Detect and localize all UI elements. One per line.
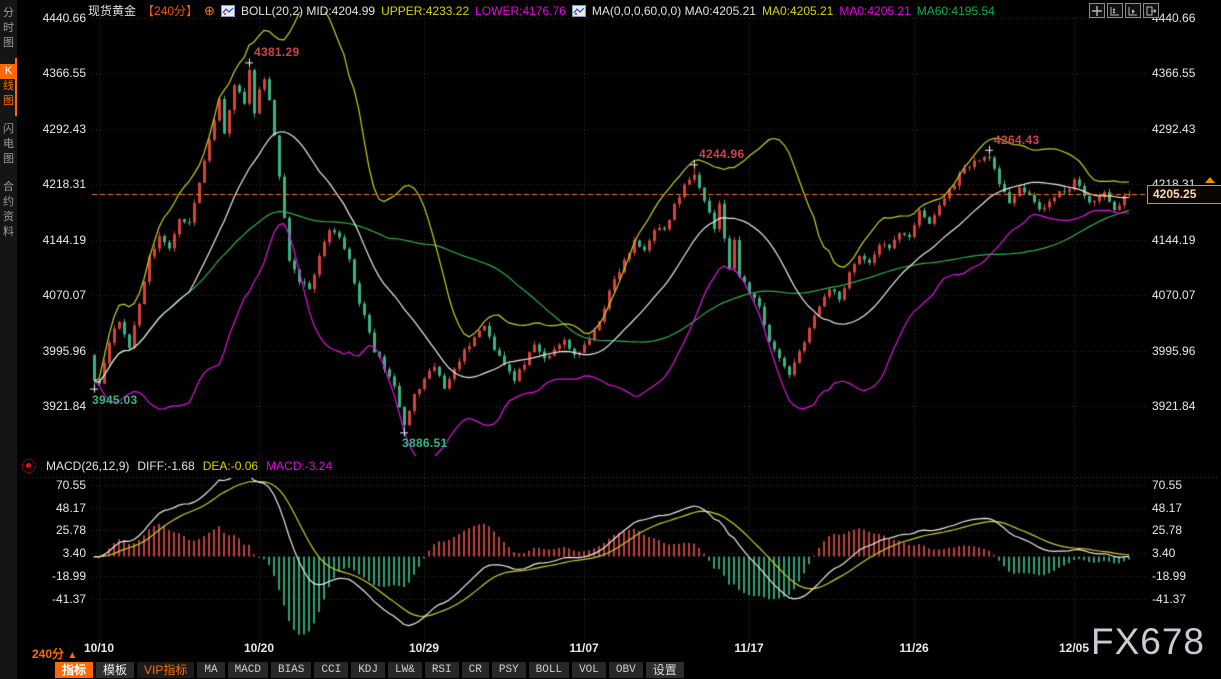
- collapse-icon[interactable]: ⊕: [204, 2, 215, 18]
- macd-y-label-left: -41.37: [51, 591, 86, 606]
- macd-y-label-right: 48.17: [1152, 500, 1183, 515]
- play-forward-icon[interactable]: [1125, 3, 1141, 18]
- macd-y-label-right: 70.55: [1152, 478, 1183, 492]
- macd-y-label-left: -18.99: [51, 568, 86, 583]
- indicator-tab-OBV[interactable]: OBV: [608, 662, 643, 678]
- macd-diff-value: DIFF:-1.68: [137, 459, 195, 473]
- main-y-label-right: 4292.43: [1152, 121, 1196, 136]
- macd-params: MACD(26,12,9): [46, 459, 130, 473]
- indicator-tab-MACD[interactable]: MACD: [227, 662, 268, 678]
- boll-upper-value: UPPER:4233.22: [381, 3, 470, 18]
- main-y-label-left: 4366.55: [42, 66, 86, 81]
- main-y-label-right: 4070.07: [1152, 288, 1196, 303]
- x-axis-date-label: 11/17: [734, 641, 764, 655]
- indicator-tab-CR[interactable]: CR: [461, 662, 489, 678]
- main-y-label-right: 4440.66: [1152, 11, 1196, 25]
- indicator-tab-MA[interactable]: MA: [197, 662, 225, 678]
- indicator-tab-CCI[interactable]: CCI: [314, 662, 349, 678]
- main-y-label-right: 4366.55: [1152, 66, 1196, 81]
- main-y-label-left: 4292.43: [42, 121, 86, 136]
- macd-y-label-right: -18.99: [1152, 568, 1187, 583]
- indicator-tab-LW&[interactable]: LW&: [388, 662, 422, 678]
- macd-y-label-left: 48.17: [55, 500, 86, 515]
- sidebar-tab-1[interactable]: 分时图: [3, 7, 14, 49]
- price-up-arrow-icon: [1205, 177, 1215, 184]
- main-y-label-left: 3921.84: [42, 399, 86, 413]
- macd-y-label-right: 25.78: [1152, 523, 1183, 538]
- indicator-tab-模板[interactable]: 模板: [96, 662, 135, 678]
- indicator-tab-PSY[interactable]: PSY: [491, 662, 526, 678]
- x-axis-date-label: 11/26: [899, 641, 929, 655]
- indicator-tab-指标[interactable]: 指标: [55, 662, 94, 678]
- macd-y-label-left: 3.40: [62, 546, 86, 561]
- boll-lower-value: LOWER:4176.76: [475, 3, 566, 18]
- macd-bar-value: MACD:-3.24: [266, 459, 333, 473]
- macd-legend: MACD(26,12,9) DIFF:-1.68 DEA:-0.06 MACD:…: [46, 459, 332, 473]
- x-axis-date-label: 10/20: [243, 641, 275, 655]
- main-y-label-right: 4144.19: [1152, 232, 1196, 247]
- main-y-label-left: 3995.96: [42, 343, 86, 358]
- x-axis-date-label: 11/07: [569, 641, 599, 655]
- ma-params-value: MA(0,0,0,60,0,0) MA0:4205.21: [591, 3, 756, 18]
- main-y-label-left: 4070.07: [42, 288, 86, 303]
- macd-y-label-left: 25.78: [55, 523, 86, 538]
- macd-y-label-right: -41.37: [1152, 591, 1187, 606]
- main-y-label-left: 4218.31: [42, 177, 86, 192]
- current-price-tag: 4205.25: [1147, 185, 1221, 205]
- macd-dea-value: DEA:-0.06: [202, 459, 259, 473]
- indicator-tab-VIP指标[interactable]: VIP指标: [137, 662, 195, 678]
- macd-y-label-right: 3.40: [1152, 546, 1176, 561]
- period-label: 【240分】: [142, 4, 199, 18]
- x-axis-date-label: 10/10: [83, 641, 115, 655]
- macd-alert-icon[interactable]: [22, 459, 36, 473]
- crosshair-icon[interactable]: [1089, 3, 1105, 18]
- price-annotation-3886.51: 3886.51: [402, 436, 448, 451]
- indicator-tab-BOLL[interactable]: BOLL: [528, 662, 570, 678]
- price-annotation-4244.96: 4244.96: [699, 147, 745, 162]
- price-annotation-4381.29: 4381.29: [254, 45, 300, 60]
- indicator-legend: 现货黄金 【240分】 ⊕ BOLL(20,2) MID:4204.99 UPP…: [88, 2, 995, 19]
- boll-mid-value: BOLL(20,2) MID:4204.99: [240, 3, 376, 18]
- shift-right-icon[interactable]: [1143, 3, 1159, 18]
- macd-y-label-left: 70.55: [55, 478, 86, 492]
- sidebar-tab-3[interactable]: 闪电图: [3, 123, 14, 165]
- ma0-yellow-value: MA0:4205.21: [761, 3, 834, 18]
- main-y-label-left: 4144.19: [42, 232, 86, 247]
- indicator-tabbar: 指标 模板 VIP指标 MA MACD BIAS CCI KDJ LW& RSI CR PSY BOLL…: [55, 661, 684, 679]
- symbol-name: 现货黄金: [88, 4, 137, 18]
- indicator-tab-KDJ[interactable]: KDJ: [351, 662, 386, 678]
- indicator-tab-VOL[interactable]: VOL: [572, 662, 606, 678]
- main-y-label-right: 3995.96: [1152, 343, 1196, 358]
- ma0-magenta-value: MA0:4205.21: [839, 3, 911, 18]
- timeframe-selector[interactable]: 240分 ▲: [32, 647, 78, 661]
- price-annotation-4264.43: 4264.43: [994, 132, 1040, 147]
- zoom-axis-icon[interactable]: [1107, 3, 1123, 18]
- chart-toolbar: [1089, 3, 1159, 18]
- main-y-label-right: 3921.84: [1152, 399, 1196, 413]
- x-axis-date-label: 12/05: [1058, 641, 1090, 655]
- ma-indicator-icon[interactable]: [571, 4, 586, 17]
- indicator-tab-BIAS[interactable]: BIAS: [270, 662, 312, 678]
- indicator-tab-设置[interactable]: 设置: [645, 662, 684, 678]
- sidebar-tab-4[interactable]: 合约资料: [3, 181, 14, 238]
- main-y-label-left: 4440.66: [42, 11, 86, 25]
- indicator-tab-RSI[interactable]: RSI: [424, 662, 459, 678]
- watermark: FX678: [1091, 621, 1206, 662]
- boll-indicator-icon[interactable]: [220, 4, 235, 17]
- ma60-value: MA60:4195.54: [916, 3, 995, 18]
- x-axis-date-label: 10/29: [408, 641, 440, 655]
- price-annotation-3945.03: 3945.03: [92, 392, 138, 407]
